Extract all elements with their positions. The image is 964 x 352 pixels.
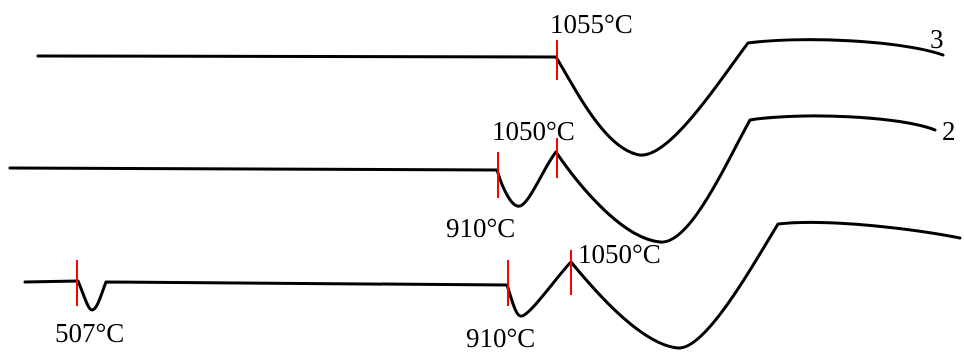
series-line-curve-1: [23, 220, 962, 350]
series-label-2: 2: [942, 116, 956, 146]
series-line-curve-2: [8, 114, 937, 244]
peak-label-910-bottom: 910°C: [466, 323, 535, 352]
peak-label-1055: 1055°C: [550, 9, 633, 39]
peak-label-507: 507°C: [55, 318, 124, 348]
series-label-3: 3: [930, 24, 944, 54]
curve-2-group: 910°C 1050°C 2: [8, 114, 956, 244]
peak-label-1050: 1050°C: [492, 116, 575, 146]
series-line-curve-3: [36, 38, 945, 157]
curve-3-group: 1055°C 3: [36, 9, 945, 157]
peak-label-910: 910°C: [446, 213, 515, 243]
curve-1-group: 507°C 910°C 1050°C: [23, 220, 962, 352]
peak-label-1050-bottom: 1050°C: [578, 239, 661, 269]
